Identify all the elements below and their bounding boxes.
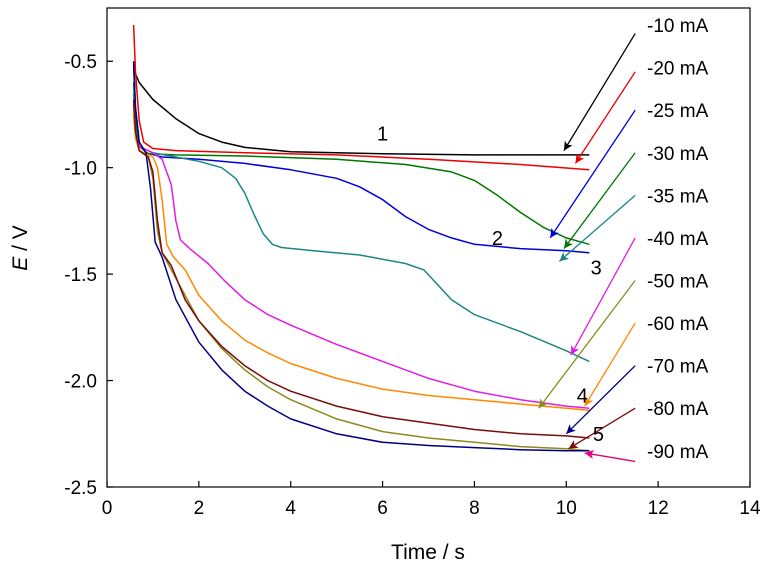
legend-label: -35 mA xyxy=(647,186,709,207)
x-tick-label: 10 xyxy=(556,498,577,519)
legend-label: -10 mA xyxy=(647,16,709,37)
legend-arrow xyxy=(574,71,636,164)
series-line xyxy=(132,99,590,439)
x-tick-label: 0 xyxy=(102,498,113,519)
legend-label: -90 mA xyxy=(647,442,709,463)
series-line xyxy=(133,71,590,156)
y-axis-title-symbol: E xyxy=(9,256,32,271)
legend-arrow xyxy=(549,109,636,239)
axis-ticks: 0 2 4 6 8 10 12 14-2.5-2.0-1.5-1.0-0.5 xyxy=(64,52,761,519)
x-axis-title: Time / s xyxy=(391,541,465,564)
series-layer xyxy=(132,24,590,452)
x-tick-label: 12 xyxy=(648,498,669,519)
series-line xyxy=(132,61,590,452)
y-tick-label: -0.5 xyxy=(64,52,97,73)
series-line xyxy=(132,24,590,171)
y-tick-label: -1.0 xyxy=(64,159,97,180)
y-tick-label: -1.5 xyxy=(64,265,97,286)
legend-arrow xyxy=(563,33,636,151)
legend-arrow xyxy=(538,280,636,409)
legend-arrow xyxy=(565,365,636,435)
series-line xyxy=(132,93,590,363)
y-tick-label: -2.5 xyxy=(64,478,97,499)
legend-label: -30 mA xyxy=(647,144,709,165)
x-tick-label: 2 xyxy=(194,498,205,519)
curve-number-label: 4 xyxy=(577,385,588,407)
arrows-layer xyxy=(538,33,636,463)
curve-number-label: 5 xyxy=(593,424,604,446)
series-line xyxy=(132,82,590,246)
legend-label: -60 mA xyxy=(647,314,709,335)
legend-label: -40 mA xyxy=(647,229,709,250)
legend-label: -50 mA xyxy=(647,271,709,292)
y-axis-title-unit: / V xyxy=(9,225,32,257)
series-line xyxy=(132,108,590,412)
series-line xyxy=(132,103,590,409)
legend-label: -80 mA xyxy=(647,399,709,420)
legend-label: -25 mA xyxy=(647,101,709,122)
x-tick-label: 6 xyxy=(377,498,388,519)
labels-layer: -10 mA -20 mA -25 mA -30 mA -35 mA -40 mA -50 … xyxy=(377,16,709,463)
legend-label: -20 mA xyxy=(647,59,709,80)
x-tick-label: 14 xyxy=(739,498,761,519)
curve-number-label: 1 xyxy=(377,124,388,146)
legend-arrow xyxy=(568,407,636,450)
curve-number-label: 3 xyxy=(591,258,602,280)
legend-arrow xyxy=(570,237,636,356)
legend-arrow xyxy=(563,152,636,249)
legend-arrow xyxy=(584,449,636,463)
legend-arrow xyxy=(558,194,636,262)
plot-frame xyxy=(106,7,751,488)
x-tick-label: 4 xyxy=(285,498,296,519)
y-tick-label: -2.0 xyxy=(64,372,97,393)
y-axis-title: E / V xyxy=(9,225,32,271)
curve-number-label: 2 xyxy=(492,228,503,250)
x-tick-label: 8 xyxy=(469,498,480,519)
legend-arrow xyxy=(584,322,636,407)
series-line xyxy=(132,65,590,254)
legend-label: -70 mA xyxy=(647,357,709,378)
